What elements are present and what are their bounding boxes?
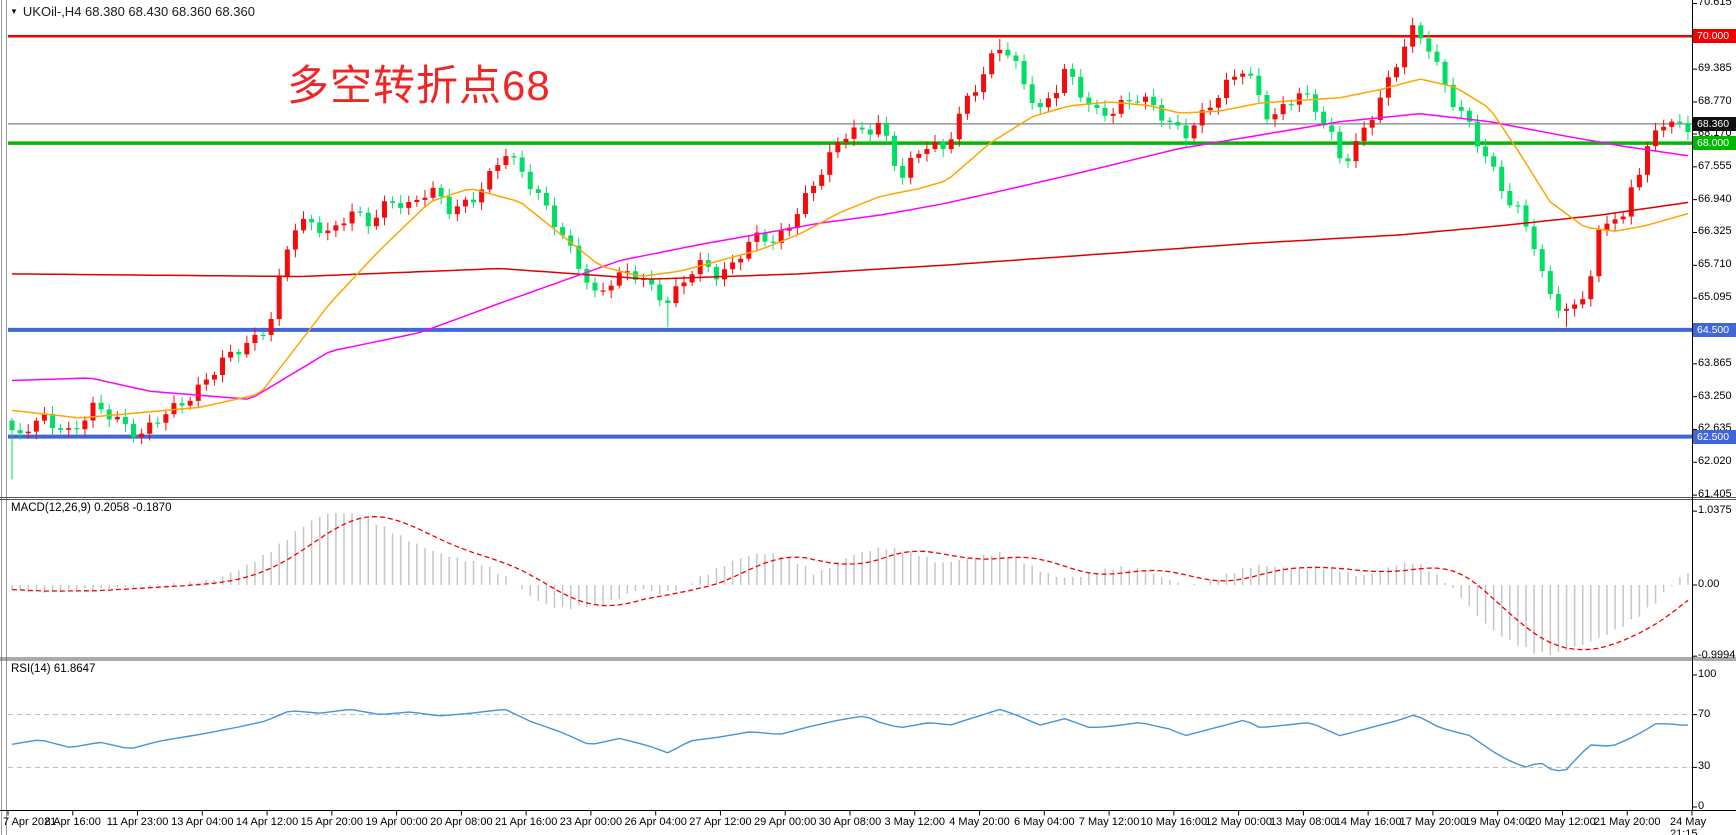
price-axis-tick-label: -0.9994: [1698, 649, 1736, 662]
price-axis-tick-label: 66.940: [1698, 192, 1732, 205]
price-axis-tick-label: 0: [1698, 799, 1705, 812]
price-axis-tick-label: 70: [1698, 707, 1711, 720]
macd-indicator-label: MACD(12,26,9) 0.2058 -0.1870: [11, 502, 171, 514]
rsi-indicator-label: RSI(14) 61.8647: [11, 663, 95, 675]
price-axis-tick-label: 70.615: [1698, 0, 1732, 9]
macd-signal-line: [11, 516, 1689, 651]
slow-ma-line: [11, 201, 1689, 280]
price-badge-68.000: 68.000: [1693, 136, 1736, 151]
time-axis-label: 23 Apr 00:00: [559, 816, 623, 828]
macd-label-values: 0.2058 -0.1870: [94, 502, 172, 514]
time-axis-label: 20 Apr 08:00: [430, 816, 493, 828]
time-axis-label: 15 Apr 20:00: [300, 816, 364, 828]
symbol-ohlc-title: UKOil-,H4 68.380 68.430 68.360 68.360: [22, 4, 255, 19]
price-badge-70.000: 70.000: [1693, 29, 1736, 44]
time-axis-label: 13 May 08:00: [1270, 816, 1337, 828]
rsi-panel[interactable]: [8, 708, 1692, 772]
time-axis-label: 29 Apr 00:00: [754, 816, 817, 828]
price-axis-tick-label: 67.555: [1698, 159, 1732, 172]
price-axis-tick-label: 65.710: [1698, 258, 1732, 271]
time-axis-label: 10 May 16:00: [1140, 816, 1208, 828]
price-axis-tick-label: 69.385: [1698, 62, 1732, 75]
time-axis-label: 21 May 20:00: [1593, 816, 1661, 828]
macd-panel[interactable]: [11, 512, 1689, 656]
price-axis-tick-label: 63.250: [1698, 389, 1732, 402]
price-axis-tick-label: 100: [1698, 667, 1717, 680]
time-axis-label: 13 Apr 04:00: [171, 816, 234, 828]
time-axis-label: 8 Apr 16:00: [44, 816, 101, 828]
symbol-title-bar[interactable]: ▼ UKOil-,H4 68.380 68.430 68.360 68.360: [10, 4, 255, 19]
time-axis-label: 6 May 04:00: [1014, 816, 1075, 828]
macd-label-name: MACD(12,26,9): [11, 502, 91, 514]
price-axis-tick-label: 61.405: [1698, 488, 1732, 501]
time-axis-label: 14 Apr 12:00: [235, 816, 299, 828]
rsi-label-value: 61.8647: [53, 663, 96, 675]
time-axis-label: 7 May 12:00: [1078, 816, 1140, 828]
main-price-panel[interactable]: [8, 17, 1692, 480]
chart-annotation-text: 多空转折点68: [287, 62, 551, 109]
time-axis-label: 12 May 00:00: [1205, 816, 1272, 828]
time-axis-label: 7 Apr 2021: [3, 816, 57, 828]
price-badge-68.360: 68.360: [1693, 116, 1736, 131]
time-axis-label: 14 May 16:00: [1334, 816, 1402, 828]
time-axis-label: 11 Apr 23:00: [106, 816, 169, 828]
time-axis-label: 27 Apr 12:00: [689, 816, 752, 828]
time-axis-label: 20 May 12:00: [1529, 816, 1596, 828]
fast-ma-line: [11, 78, 1689, 419]
price-axis-tick-label: 66.325: [1698, 225, 1732, 238]
time-axis-label: 24 May 21:15: [1670, 816, 1707, 835]
price-axis-tick-label: 68.770: [1698, 94, 1732, 107]
price-axis-tick-label: 30: [1698, 760, 1711, 773]
time-axis-label: 4 May 20:00: [949, 816, 1010, 828]
price-badge-64.500: 64.500: [1693, 322, 1736, 337]
price-axis-tick-label: 63.865: [1698, 356, 1732, 369]
price-axis-tick-label: 1.0375: [1698, 504, 1732, 517]
price-axis-tick-label: 0.00: [1698, 578, 1720, 591]
time-axis-label: 30 Apr 08:00: [818, 816, 882, 828]
time-axis-label: 21 Apr 16:00: [494, 816, 558, 828]
mid-ma-line: [11, 113, 1689, 400]
time-axis-label: 3 May 12:00: [884, 816, 946, 828]
rsi-label-name: RSI(14): [11, 663, 51, 675]
time-axis-label: 17 May 20:00: [1399, 816, 1467, 828]
symbol-dropdown-icon[interactable]: ▼: [10, 7, 18, 16]
price-axis-tick-label: 62.020: [1698, 455, 1732, 468]
candlesticks: [9, 17, 1691, 480]
rsi-line: [11, 708, 1688, 772]
price-axis-tick-label: 65.095: [1698, 291, 1732, 304]
time-axis-label: 26 Apr 04:00: [624, 816, 687, 828]
time-axis-label: 19 Apr 00:00: [365, 816, 428, 828]
time-axis-label: 19 May 04:00: [1464, 816, 1532, 828]
price-badge-62.500: 62.500: [1693, 429, 1736, 444]
